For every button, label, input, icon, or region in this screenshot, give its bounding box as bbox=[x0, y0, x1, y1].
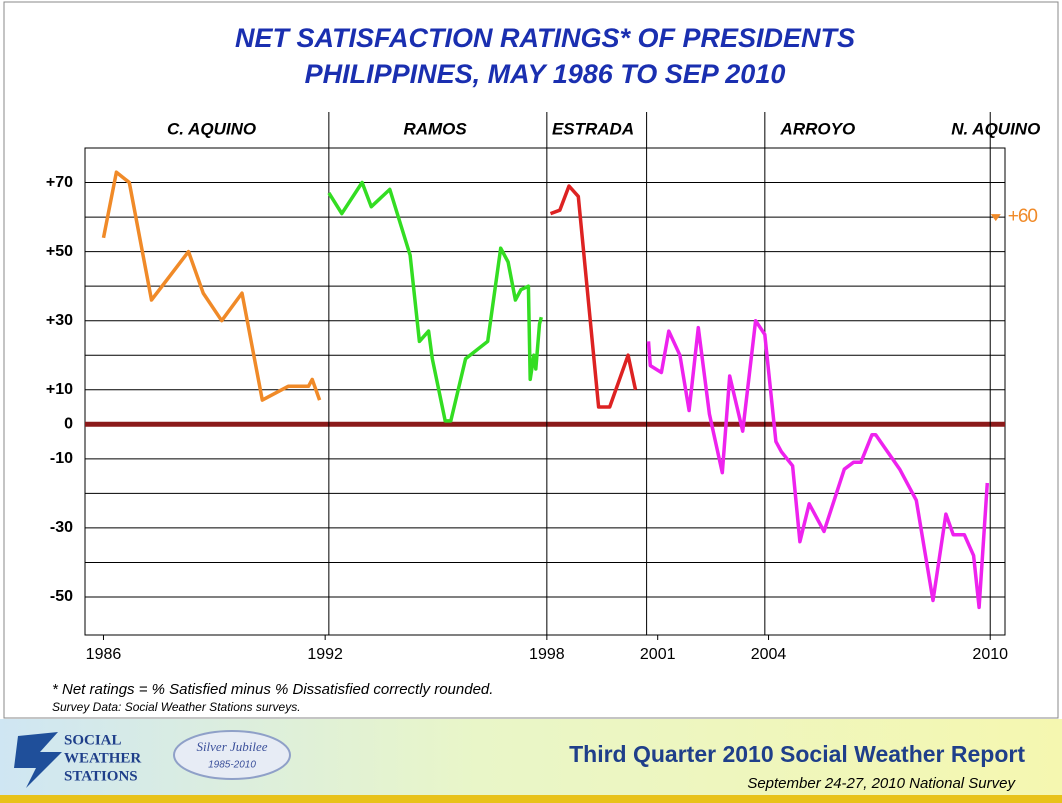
y-tick-label: -50 bbox=[50, 588, 73, 605]
y-tick-label: +10 bbox=[46, 381, 73, 398]
x-tick-label: 1998 bbox=[529, 646, 565, 663]
org-name: SOCIAL bbox=[64, 732, 122, 748]
series-label: N. AQUINO bbox=[951, 119, 1040, 138]
chart-subtitle: PHILIPPINES, MAY 1986 TO SEP 2010 bbox=[305, 59, 786, 89]
footer-strip bbox=[0, 795, 1062, 803]
series-label: ESTRADA bbox=[552, 119, 634, 138]
y-tick-label: 0 bbox=[64, 416, 73, 433]
series-line bbox=[327, 180, 543, 423]
point-marker bbox=[990, 214, 1001, 222]
x-tick-label: 1986 bbox=[86, 646, 122, 663]
badge-text: 1985-2010 bbox=[208, 760, 256, 771]
chart-title: NET SATISFACTION RATINGS* OF PRESIDENTS bbox=[235, 23, 855, 53]
y-tick-label: -30 bbox=[50, 519, 73, 536]
plot: +70 +50 +30 +10 0 -10 -30 -50 1986 1992 1998 2001 20… bbox=[46, 112, 1040, 663]
logo-mark bbox=[14, 732, 62, 788]
y-tick-label: +70 bbox=[46, 174, 73, 191]
x-tick-label: 2010 bbox=[972, 646, 1008, 663]
series-label: C. AQUINO bbox=[167, 119, 256, 138]
y-tick-label: -10 bbox=[50, 450, 73, 467]
series-label: RAMOS bbox=[403, 119, 467, 138]
org-name: WEATHER bbox=[64, 750, 141, 766]
org-name: STATIONS bbox=[64, 768, 138, 784]
series-line bbox=[101, 170, 322, 402]
report-title: Third Quarter 2010 Social Weather Report bbox=[569, 741, 1025, 767]
plot-frame bbox=[84, 147, 1006, 636]
survey-info: September 24-27, 2010 National Survey bbox=[747, 775, 1016, 792]
x-tick-label: 2001 bbox=[640, 646, 676, 663]
value-label: +60 bbox=[1008, 206, 1038, 227]
series-line bbox=[549, 184, 638, 409]
footnote: Survey Data: Social Weather Stations sur… bbox=[52, 700, 301, 714]
frame bbox=[3, 1, 1059, 719]
series-label: ARROYO bbox=[780, 119, 856, 138]
badge-text: Silver Jubilee bbox=[196, 739, 267, 754]
x-tick-label: 2004 bbox=[751, 646, 787, 663]
x-tick-label: 1992 bbox=[307, 646, 343, 663]
badge bbox=[173, 730, 291, 780]
y-tick-label: +50 bbox=[46, 243, 73, 260]
series-line bbox=[646, 318, 990, 610]
footnote: * Net ratings = % Satisfied minus % Diss… bbox=[52, 681, 493, 698]
y-tick-label: +30 bbox=[46, 312, 73, 329]
